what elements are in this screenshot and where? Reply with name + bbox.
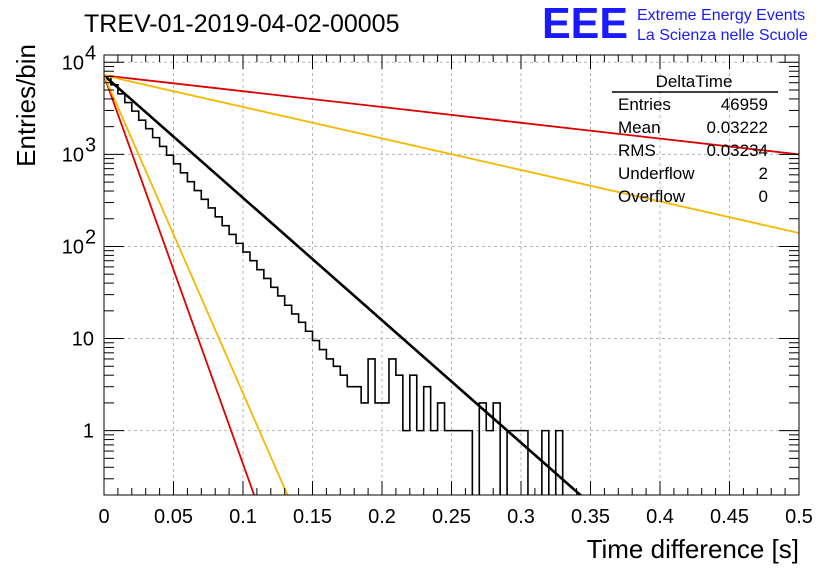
stats-box: DeltaTime Entries 46959 Mean 0.03222 RMS… [612, 72, 778, 206]
x-tick-label: 0.1 [229, 506, 257, 528]
stats-label: RMS [618, 141, 656, 160]
histogram-outline [104, 75, 564, 495]
eee-logo: EEE Extreme Energy Events La Scienza nel… [542, 0, 808, 48]
x-tick-label: 0.25 [432, 506, 471, 528]
y-tick-label: 10 [72, 329, 94, 351]
x-axis-title: Time difference [s] [587, 534, 799, 564]
plot-title: TREV-01-2019-04-02-00005 [84, 10, 399, 38]
stats-value: 0.03222 [707, 118, 768, 137]
logo-letters: EEE [542, 0, 628, 48]
stats-label: Entries [618, 95, 671, 114]
y-tick-label: 10 [62, 236, 84, 258]
logo-line2: La Scienza nelle Scuole [637, 27, 808, 44]
histogram [104, 75, 564, 495]
fit-curves [104, 74, 799, 495]
stats-value: 0 [759, 187, 768, 206]
logo-line1: Extreme Energy Events [637, 7, 805, 24]
y-tick-label: 10 [62, 144, 84, 166]
fit-line [104, 74, 799, 234]
stats-value: 46959 [721, 95, 768, 114]
y-tick-exponent: 4 [85, 42, 96, 64]
x-tick-label: 0.4 [646, 506, 674, 528]
y-tick-exponent: 3 [85, 134, 96, 156]
x-tick-label: 0.5 [785, 506, 813, 528]
x-tick-label: 0.2 [368, 506, 396, 528]
plot-frame [103, 54, 800, 496]
x-tick-label: 0.05 [154, 506, 193, 528]
y-axis-title: Entries/bin [11, 44, 41, 167]
stats-label: Overflow [618, 187, 686, 206]
fit-line [104, 74, 583, 495]
x-tick-label: 0.15 [293, 506, 332, 528]
stats-label: Underflow [618, 164, 695, 183]
x-tick-label: 0.3 [507, 506, 535, 528]
fit-line [104, 75, 255, 495]
stats-value: 2 [759, 164, 768, 183]
fit-line [104, 74, 799, 156]
stats-value: 0.03234 [707, 141, 768, 160]
stats-label: Mean [618, 118, 661, 137]
grid [104, 55, 799, 495]
axis-ticks: 0 0.05 0.1 0.15 0.2 0.25 0.3 0.35 0.4 0.45 0.5 1 10 1… [62, 42, 813, 528]
x-tick-label: 0 [98, 506, 109, 528]
x-tick-label: 0.45 [710, 506, 749, 528]
y-tick-label: 1 [83, 421, 94, 443]
y-tick-exponent: 2 [85, 226, 96, 248]
x-tick-label: 0.35 [571, 506, 610, 528]
fit-line [104, 75, 289, 495]
stats-title: DeltaTime [656, 72, 733, 91]
y-tick-label: 10 [62, 52, 84, 74]
